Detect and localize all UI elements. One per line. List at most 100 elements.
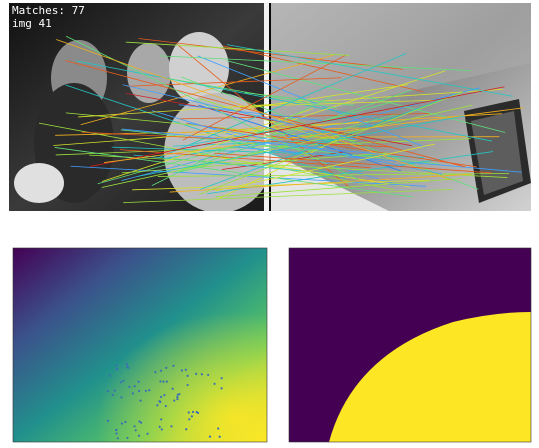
inlier-points (106, 362, 223, 440)
inlier-point (115, 432, 118, 435)
inlier-point (164, 404, 167, 408)
inlier-point (126, 365, 129, 368)
inlier-point (120, 396, 123, 399)
match-line (234, 146, 522, 173)
inlier-point (113, 389, 116, 392)
match-line (214, 152, 492, 174)
inlier-point (165, 366, 168, 370)
match-line (70, 165, 426, 187)
inlier-point (207, 373, 210, 377)
match-line (227, 44, 513, 97)
inlier-point (116, 437, 119, 440)
inlier-point (137, 380, 140, 383)
inlier-point (160, 428, 163, 431)
inlier-point (220, 377, 223, 380)
inlier-point (190, 415, 193, 418)
match-line (169, 173, 472, 193)
inlier-point (218, 435, 221, 438)
inlier-point (111, 393, 114, 397)
match-line (126, 77, 342, 87)
inlier-point (200, 373, 203, 376)
match-line (78, 89, 504, 118)
inlier-point (138, 389, 141, 393)
inlier-point (176, 398, 179, 401)
inlier-point (170, 425, 173, 428)
inlier-point (208, 435, 212, 438)
match-line (178, 104, 323, 121)
inlier-point (184, 368, 187, 371)
inlier-point (148, 389, 151, 392)
inlier-point (180, 369, 183, 372)
inlier-point (133, 425, 136, 428)
match-line (120, 129, 440, 165)
inlier-point (163, 393, 166, 397)
match-line (76, 60, 493, 142)
match-line (132, 179, 429, 191)
inlier-point (115, 364, 118, 367)
match-line (81, 131, 393, 148)
inlier-point (188, 418, 191, 421)
inlier-point (162, 380, 165, 383)
match-line (215, 178, 462, 198)
match-line (55, 138, 471, 156)
mask-region (329, 312, 531, 442)
inlier-point (134, 429, 137, 432)
match-line (122, 128, 384, 155)
inlier-point (115, 368, 119, 371)
inlier-point (154, 371, 157, 374)
inlier-point (195, 410, 198, 414)
inlier-point (126, 436, 129, 440)
inlier-point (108, 374, 112, 377)
match-line (101, 104, 473, 188)
inlier-point (106, 389, 109, 393)
match-line (198, 104, 401, 172)
inlier-point (144, 389, 147, 392)
match-line (222, 45, 424, 93)
match-line (104, 107, 524, 163)
match-line (215, 143, 435, 192)
inlier-point (191, 410, 195, 414)
match-line (90, 86, 505, 167)
match-line (215, 136, 500, 138)
inlier-point (119, 381, 122, 384)
inlier-point (140, 421, 143, 424)
inlier-point (171, 387, 174, 390)
inlier-point (124, 420, 127, 424)
inlier-point (172, 364, 175, 367)
inlier-point (138, 420, 141, 423)
match-line (168, 78, 337, 109)
inlier-point (158, 400, 161, 403)
inlier-point (187, 411, 190, 414)
inlier-point (159, 369, 163, 372)
inlier-point (125, 362, 128, 366)
inlier-point (158, 425, 161, 428)
inlier-point (165, 380, 168, 383)
match-line (101, 70, 446, 182)
match-line (177, 89, 412, 173)
match-line (157, 173, 509, 177)
inlier-point (139, 399, 142, 402)
match-line (159, 55, 472, 72)
match-line (80, 54, 334, 126)
match-line (182, 55, 346, 141)
inlier-point (173, 399, 176, 402)
inlier-point (115, 428, 118, 432)
inlier-point (106, 419, 110, 422)
inlier-point (133, 385, 136, 388)
match-line (198, 91, 464, 195)
inlier-point (146, 432, 149, 435)
inlier-point (131, 392, 134, 395)
inlier-point (178, 393, 181, 396)
inlier-point (213, 382, 216, 385)
inlier-point (160, 418, 163, 421)
inlier-point (159, 395, 163, 399)
feature-match-panel: Matches: 77 img 41 (9, 3, 531, 211)
match-line (56, 39, 451, 180)
match-line (187, 122, 443, 175)
match-line (121, 152, 388, 174)
inlier-point (122, 379, 125, 382)
inlier-point (217, 427, 220, 430)
match-line (158, 53, 407, 159)
match-line (126, 93, 413, 147)
inlier-point (137, 434, 141, 437)
